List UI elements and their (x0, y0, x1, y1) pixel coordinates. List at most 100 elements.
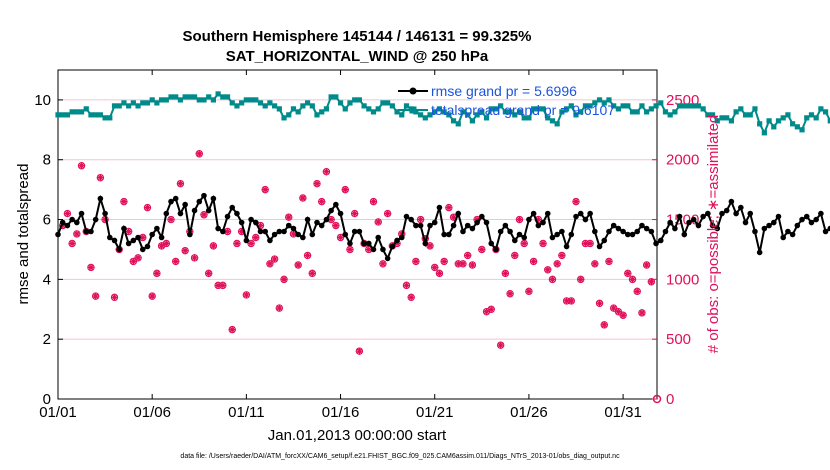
obs-assimilated-marker (629, 275, 637, 283)
obs-asterisk-stroke (643, 262, 650, 268)
obs-assimilated-marker (572, 198, 580, 206)
rmse-point (497, 228, 504, 235)
totalspread-point (827, 118, 830, 124)
rmse-point (229, 204, 236, 211)
totalspread-point (436, 106, 443, 112)
totalspread-point (771, 124, 777, 130)
obs-assimilated-marker (341, 186, 349, 194)
rmse-point (582, 216, 589, 223)
totalspread-point (380, 100, 386, 106)
obs-asterisk-stroke (92, 293, 99, 300)
totalspread-point (432, 109, 438, 115)
obs-asterisk-stroke (417, 216, 424, 223)
x-tick-label: 01/26 (510, 404, 548, 421)
obs-assimilated-marker (459, 260, 467, 268)
obs-assimilated-marker (332, 222, 340, 230)
totalspread-point (385, 100, 391, 106)
rmse-point (304, 216, 311, 223)
obs-asterisk-stroke (177, 180, 184, 187)
totalspread-point (662, 109, 669, 115)
totalspread-point (229, 100, 235, 106)
totalspread-point (705, 112, 711, 118)
totalspread-point (606, 97, 612, 103)
totalspread-point (634, 109, 640, 115)
rmse-point (431, 219, 438, 226)
rmse-point (144, 243, 151, 250)
rmse-point (488, 240, 495, 247)
totalspread-point (804, 115, 810, 121)
obs-asterisk-stroke (64, 210, 71, 217)
rmse-point (568, 231, 575, 238)
totalspread-point (644, 109, 650, 115)
obs-asterisk-stroke (408, 294, 415, 301)
obs-assimilated-marker (544, 266, 552, 274)
rmse-point (262, 228, 269, 235)
rmse-point (634, 228, 641, 235)
totalspread-point (300, 103, 306, 109)
obs-assimilated-marker (261, 186, 269, 194)
rmse-point (257, 228, 264, 235)
x-tick-label: 01/01 (39, 404, 77, 421)
rmse-point (356, 228, 363, 235)
rmse-point (653, 240, 659, 247)
y-left-tick-label: 0 (43, 391, 51, 408)
obs-assimilated-marker (515, 216, 523, 224)
x-tick-label: 01/21 (416, 404, 454, 421)
totalspread-point (742, 112, 749, 118)
totalspread-point (427, 112, 433, 118)
x-axis-label: Jan.01,2013 00:00:00 start (268, 427, 447, 444)
obs-assimilated-marker (539, 239, 547, 247)
totalspread-point (521, 115, 527, 121)
obs-assimilated-marker (402, 281, 410, 289)
totalspread-point (177, 97, 184, 103)
rmse-point (629, 231, 636, 238)
obs-asterisk-stroke (139, 234, 146, 241)
totalspread-point (808, 112, 815, 118)
y-left-tick-label: 6 (43, 212, 51, 229)
totalspread-point (107, 115, 113, 121)
obs-asterisk-stroke (591, 260, 598, 267)
legend-spread-label: totalspread grand pr = 9.6107 (431, 102, 615, 118)
obs-assimilated-marker (600, 321, 608, 329)
obs-assimilated-marker (624, 269, 632, 277)
obs-asterisk-stroke (525, 288, 532, 295)
obs-asterisk-stroke (262, 186, 269, 193)
rmse-point (705, 210, 711, 217)
rmse-point (78, 210, 85, 217)
obs-asterisk-stroke (375, 218, 382, 225)
rmse-point (549, 234, 556, 241)
totalspread-point (625, 103, 631, 109)
totalspread-point (88, 112, 94, 118)
totalspread-point (450, 118, 457, 124)
rmse-point (657, 237, 664, 244)
rmse-point (794, 222, 801, 229)
obs-assimilated-marker (172, 257, 180, 265)
obs-asterisk-stroke (149, 293, 156, 300)
rmse-point (587, 210, 593, 217)
obs-asterisk-stroke (248, 240, 255, 247)
rmse-point (808, 219, 815, 226)
obs-asterisk-stroke (577, 276, 584, 283)
obs-asterisk-stroke (497, 342, 504, 349)
obs-assimilated-marker (162, 239, 170, 247)
rmse-point (639, 222, 645, 229)
y-right-tick-label: 0 (666, 391, 674, 408)
obs-assimilated-marker (294, 261, 302, 269)
chart-title-line1: Southern Hemisphere 145144 / 146131 = 99… (183, 28, 532, 45)
obs-assimilated-marker (426, 242, 434, 250)
rmse-point (610, 222, 617, 229)
totalspread-point (140, 100, 146, 106)
obs-asterisk-stroke (290, 230, 297, 237)
totalspread-point (191, 94, 198, 100)
obs-asterisk-stroke (201, 211, 207, 218)
obs-assimilated-marker (275, 304, 283, 312)
totalspread-point (601, 100, 607, 106)
obs-asterisk-stroke (342, 186, 349, 193)
rmse-point (530, 210, 537, 217)
totalspread-point (111, 103, 118, 109)
totalspread-point (658, 100, 664, 106)
obs-assimilated-marker (191, 254, 199, 262)
obs-assimilated-marker (87, 263, 95, 271)
rmse-point (238, 219, 245, 226)
